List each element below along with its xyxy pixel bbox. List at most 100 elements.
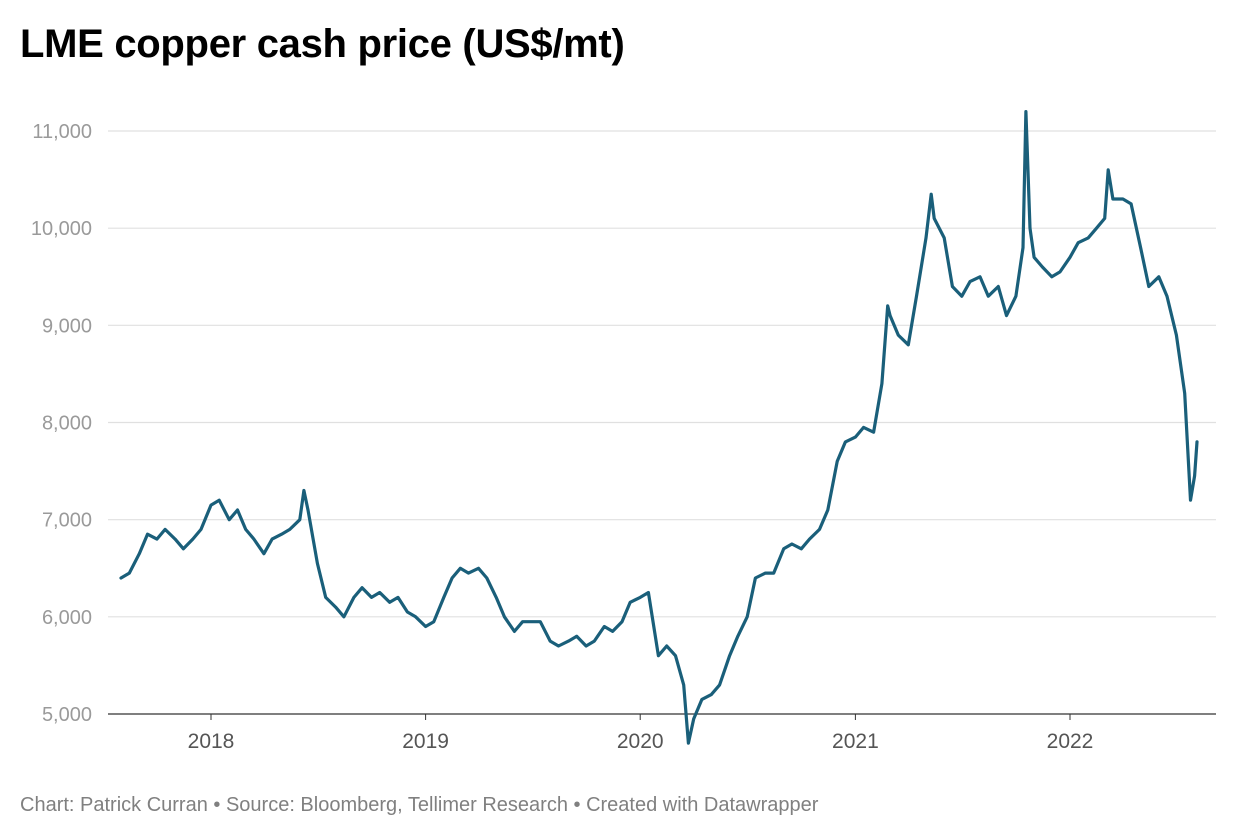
data-point [772, 571, 775, 575]
data-point [199, 528, 203, 531]
data-point [629, 601, 632, 604]
data-point [997, 285, 1000, 288]
data-point [1157, 275, 1160, 278]
data-point [270, 537, 274, 541]
data-point [163, 528, 167, 531]
data-point [128, 571, 131, 575]
data-point [907, 343, 910, 346]
data-point [800, 547, 803, 551]
data-point [1024, 110, 1028, 113]
data-point [692, 717, 695, 721]
data-point [687, 741, 690, 745]
data-point [236, 508, 239, 512]
data-point [485, 576, 488, 580]
data-point [932, 217, 936, 220]
data-point [960, 294, 964, 298]
data-point [530, 620, 534, 623]
data-point [1193, 474, 1196, 478]
data-point [603, 625, 606, 628]
data-point [835, 460, 839, 463]
data-point [1021, 246, 1025, 249]
data-point [557, 644, 560, 648]
data-point [746, 615, 749, 619]
data-point [316, 562, 319, 565]
data-point [1087, 236, 1090, 240]
data-point [1107, 168, 1110, 172]
y-tick-label: 10,000 [31, 218, 92, 240]
data-point [854, 435, 857, 439]
data-point [1147, 285, 1150, 288]
data-point [978, 275, 982, 278]
data-point [647, 591, 650, 594]
y-tick-label: 5,000 [42, 704, 92, 726]
data-point [298, 518, 301, 521]
x-axis-ticks: 2018 2019 2020 2021 2022 [188, 714, 1094, 753]
data-point [657, 654, 660, 657]
data-point [674, 654, 677, 657]
data-point [459, 567, 462, 570]
data-point [302, 489, 306, 492]
data-point [1050, 275, 1053, 278]
data-point [155, 537, 159, 541]
series-group [119, 109, 1199, 745]
data-point [539, 620, 542, 623]
x-tick-label: 2018 [188, 730, 235, 753]
data-point [119, 576, 123, 580]
data-point [593, 639, 596, 643]
data-point [1129, 202, 1133, 206]
data-point [209, 503, 213, 507]
data-point [942, 236, 946, 240]
data-point [1189, 499, 1192, 502]
chart-footer: Chart: Patrick Curran • Source: Bloomber… [20, 794, 819, 816]
data-point [280, 533, 283, 536]
data-point [584, 644, 588, 648]
data-point [782, 547, 785, 551]
data-point [764, 571, 767, 575]
y-tick-label: 11,000 [32, 121, 92, 143]
data-point [432, 620, 436, 623]
data-point [521, 620, 524, 623]
data-point [1068, 256, 1072, 259]
data-point [1121, 197, 1125, 201]
data-point [808, 537, 811, 541]
y-axis-ticks: 11,000 10,000 9,000 8,000 7,000 6,000 5,000 [31, 121, 92, 726]
data-point [1032, 256, 1036, 259]
data-point [218, 499, 221, 502]
x-tick-label: 2020 [617, 730, 664, 753]
data-point [1195, 440, 1199, 444]
data-point [1139, 246, 1142, 249]
data-point [728, 654, 731, 657]
data-point [1165, 294, 1169, 298]
data-point [450, 576, 454, 580]
data-point [370, 596, 373, 599]
data-point [1103, 217, 1106, 220]
data-point [880, 382, 884, 385]
data-point [467, 571, 470, 575]
data-point [754, 576, 757, 580]
data-point [718, 683, 721, 687]
y-tick-label: 8,000 [42, 413, 92, 435]
data-point [567, 639, 570, 643]
data-point [826, 508, 829, 512]
data-point [414, 615, 417, 619]
x-tick-label: 2022 [1047, 730, 1094, 753]
data-point [886, 304, 889, 308]
data-point [1014, 294, 1018, 298]
data-point [639, 596, 642, 599]
data-point [862, 426, 865, 429]
data-point [818, 528, 821, 531]
y-tick-label: 9,000 [42, 315, 92, 337]
data-point [252, 537, 256, 541]
data-point [288, 528, 291, 531]
data-point [503, 615, 506, 619]
data-point [442, 596, 446, 599]
data-point [342, 615, 346, 619]
y-tick-label: 7,000 [42, 510, 92, 532]
data-point [682, 683, 685, 687]
data-point [924, 236, 928, 240]
y-tick-label: 6,000 [42, 607, 92, 629]
data-point [888, 314, 892, 317]
data-point [1028, 226, 1032, 230]
data-point [191, 537, 194, 541]
data-point [987, 294, 990, 298]
